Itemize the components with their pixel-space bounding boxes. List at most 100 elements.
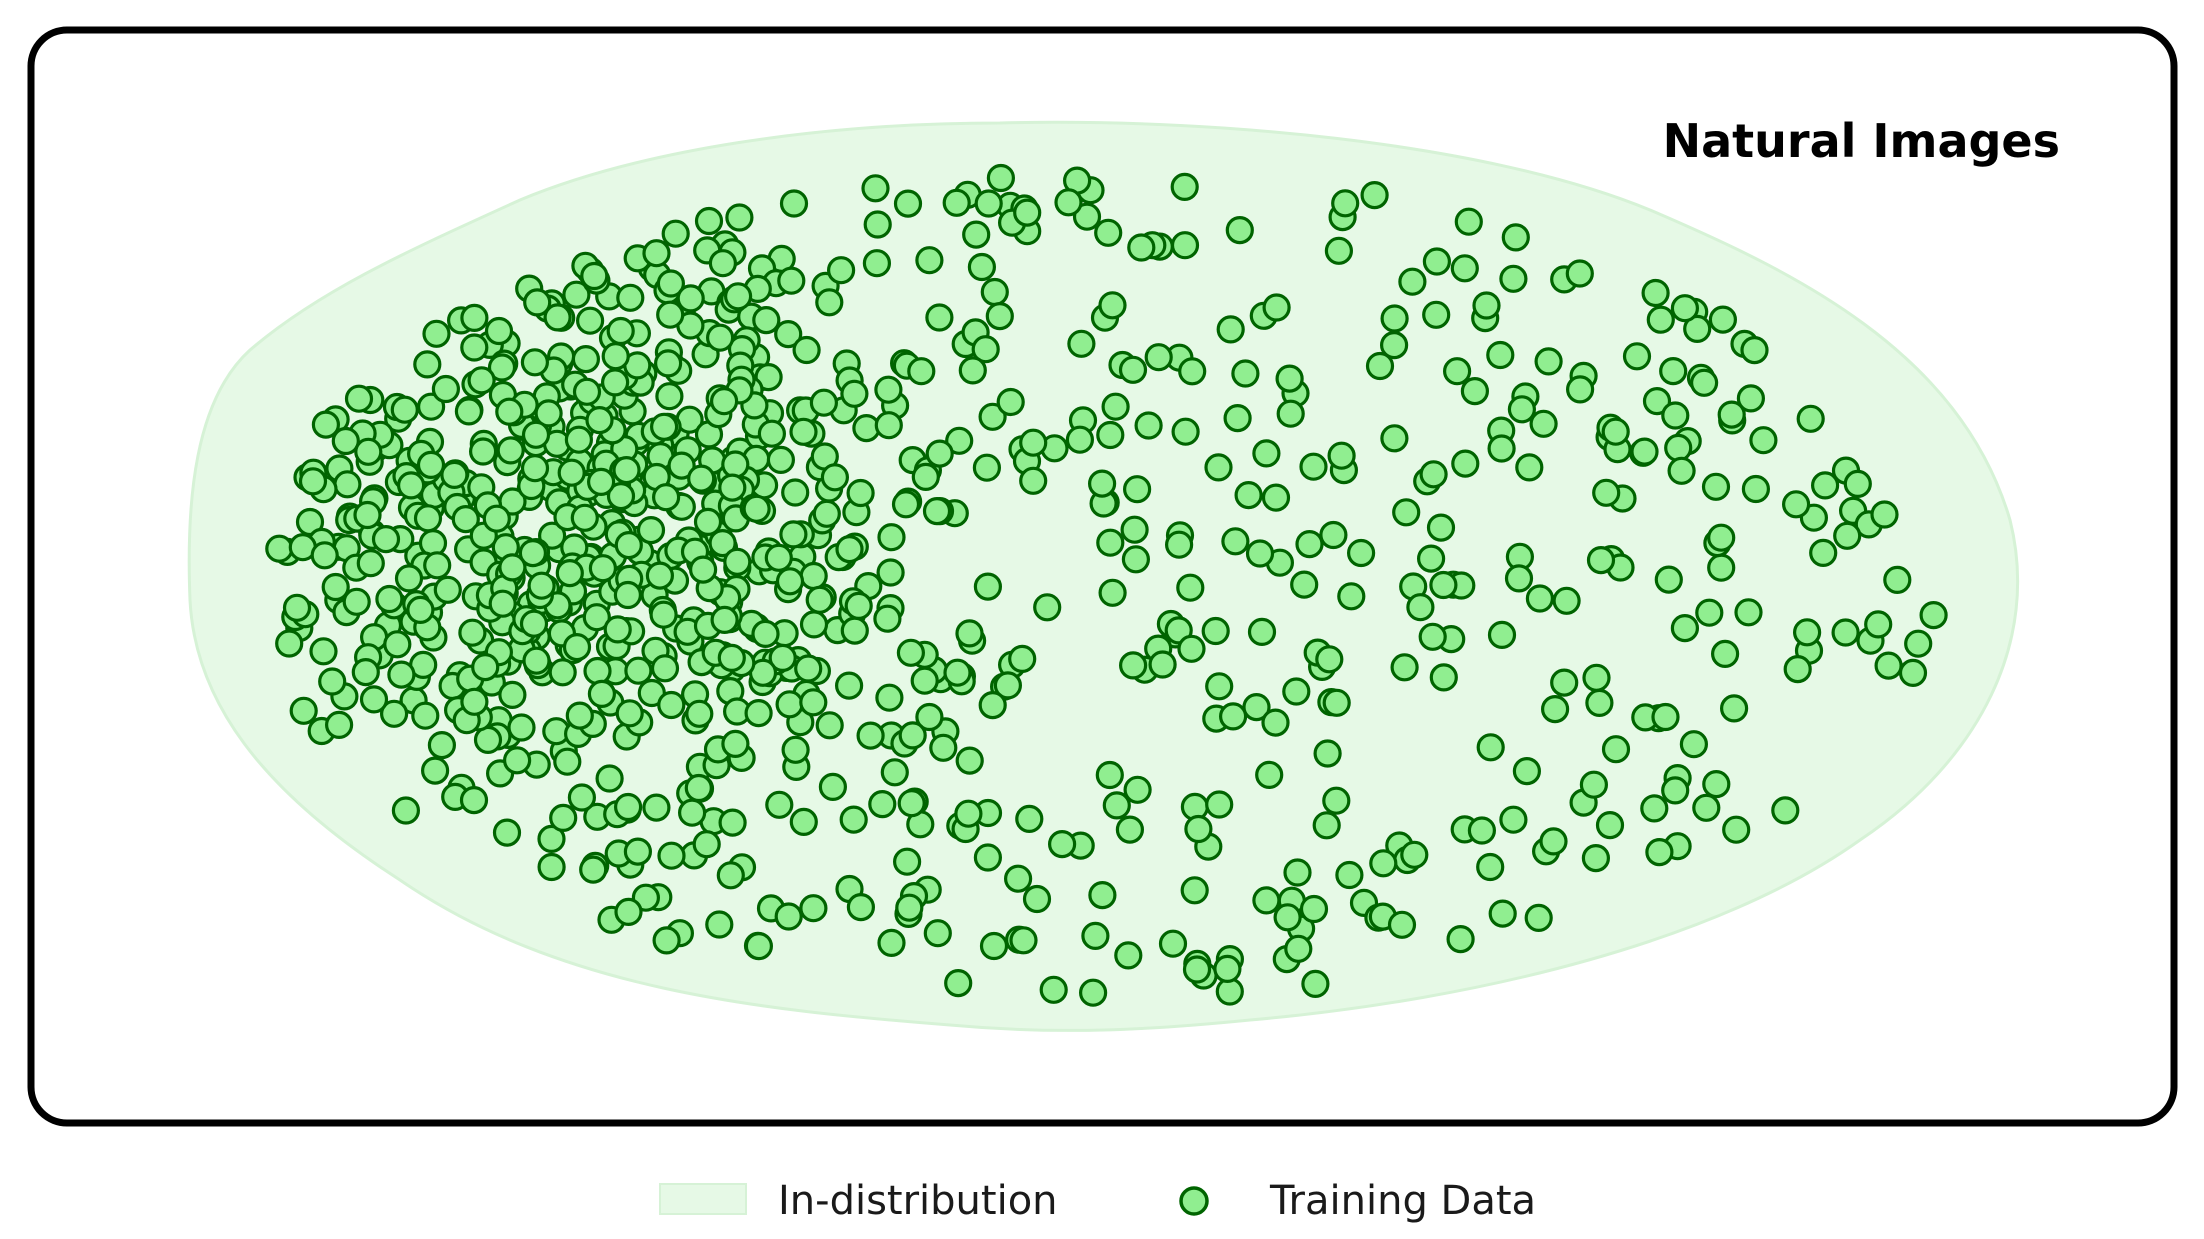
training-data-point xyxy=(1501,223,1530,252)
training-data-point xyxy=(718,473,747,502)
training-data-point xyxy=(1379,331,1409,360)
training-data-point xyxy=(275,629,304,658)
training-data-point xyxy=(744,931,774,961)
training-data-point xyxy=(575,306,605,335)
training-data-point xyxy=(693,507,723,537)
training-data-point xyxy=(1221,527,1250,556)
training-data-point xyxy=(891,490,921,519)
training-data-point xyxy=(710,605,739,635)
training-data-point xyxy=(502,746,532,775)
training-data-point xyxy=(718,808,747,837)
training-data-point xyxy=(1796,404,1825,433)
training-data-point xyxy=(1771,796,1800,825)
training-data-point xyxy=(1419,460,1448,489)
training-data-point xyxy=(1088,880,1117,910)
training-data-point xyxy=(1033,593,1062,622)
training-data-point xyxy=(805,585,834,614)
training-data-point xyxy=(612,456,641,485)
training-data-point xyxy=(1581,843,1611,873)
training-data-point xyxy=(416,450,446,479)
training-data-point xyxy=(661,219,690,248)
training-data-point xyxy=(1180,876,1209,905)
training-data-point xyxy=(1719,694,1749,723)
training-data-point xyxy=(929,733,958,762)
training-data-point xyxy=(1809,538,1838,568)
training-data-point xyxy=(877,928,906,958)
training-data-point xyxy=(721,450,750,479)
training-data-point xyxy=(440,460,469,489)
training-data-point xyxy=(721,729,750,759)
training-data-point xyxy=(1736,384,1766,413)
training-data-point xyxy=(397,471,426,500)
training-data-point xyxy=(779,520,808,549)
training-data-point xyxy=(1472,291,1501,320)
training-data-point xyxy=(553,747,582,776)
training-data-point xyxy=(1460,377,1490,406)
training-data-point xyxy=(725,203,754,232)
training-data-point xyxy=(579,855,608,884)
training-data-point xyxy=(1095,760,1124,790)
training-data-point xyxy=(954,799,983,828)
training-data-point xyxy=(815,288,844,317)
training-data-point xyxy=(1205,790,1234,819)
training-data-point xyxy=(1252,886,1281,915)
training-data-point xyxy=(942,188,971,217)
training-data-point xyxy=(417,392,446,421)
training-data-point xyxy=(812,499,841,528)
training-data-point xyxy=(507,713,536,742)
training-data-point xyxy=(1101,392,1130,421)
training-data-point xyxy=(1707,523,1736,552)
training-data-point xyxy=(978,402,1007,431)
training-data-point xyxy=(616,283,645,312)
training-data-point xyxy=(459,785,489,815)
training-data-point xyxy=(265,534,294,563)
training-data-point xyxy=(856,721,885,750)
training-data-point xyxy=(775,567,805,596)
training-data-point xyxy=(1335,860,1364,890)
training-data-point xyxy=(1182,955,1212,984)
training-data-point xyxy=(537,521,567,550)
training-data-point xyxy=(1216,315,1245,344)
training-data-point xyxy=(764,543,793,572)
training-data-point xyxy=(411,701,440,730)
training-data-point xyxy=(1741,474,1771,504)
training-data-point xyxy=(1015,804,1044,834)
training-data-point xyxy=(519,609,549,638)
training-data-points xyxy=(265,163,1948,1007)
training-data-point xyxy=(1360,181,1389,210)
training-data-point xyxy=(687,464,716,493)
training-data-point xyxy=(1380,424,1409,453)
training-data-point xyxy=(600,368,630,397)
training-data-point xyxy=(454,397,483,426)
training-data-point xyxy=(657,690,686,720)
training-data-point xyxy=(840,379,869,408)
training-data-point xyxy=(1019,466,1048,495)
training-data-point xyxy=(1164,530,1194,559)
training-data-point xyxy=(893,189,923,218)
training-data-point xyxy=(498,680,527,710)
training-data-point xyxy=(583,656,612,686)
training-data-point xyxy=(460,333,489,362)
training-data-point xyxy=(754,363,783,392)
training-data-point xyxy=(1692,793,1721,822)
training-data-point xyxy=(1245,539,1275,568)
training-data-point xyxy=(1592,478,1621,507)
training-data-point xyxy=(1065,425,1095,454)
training-data-point xyxy=(614,897,643,927)
training-data-point xyxy=(862,249,892,278)
training-data-point xyxy=(1327,441,1356,470)
training-data-point xyxy=(1534,347,1563,376)
training-data-point xyxy=(534,399,563,428)
training-data-point xyxy=(1874,651,1903,680)
training-data-point xyxy=(1019,428,1048,457)
training-data-point xyxy=(972,453,1002,482)
training-data-point xyxy=(1008,644,1037,674)
training-data-point xyxy=(427,730,456,760)
training-data-point xyxy=(1864,610,1893,639)
training-data-point xyxy=(1315,645,1344,674)
training-data-point xyxy=(815,711,844,740)
training-data-point xyxy=(522,646,551,675)
training-data-point xyxy=(655,382,684,411)
training-data-point xyxy=(520,454,550,483)
training-data-point xyxy=(1081,921,1110,951)
